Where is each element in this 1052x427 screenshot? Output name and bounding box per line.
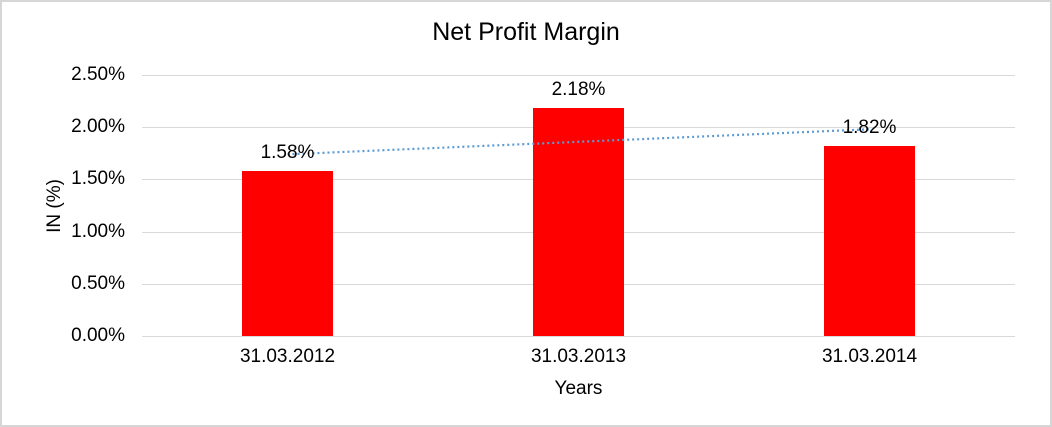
x-axis-ticks: 31.03.2012 31.03.2013 31.03.2014 bbox=[142, 346, 1015, 370]
bar-31.03.2014 bbox=[824, 146, 915, 336]
bar-31.03.2013 bbox=[533, 108, 624, 336]
y-axis-tick-label: 2.00% bbox=[71, 116, 125, 138]
x-axis-tick-label: 31.03.2012 bbox=[239, 346, 336, 367]
y-axis-tick-label: 1.00% bbox=[71, 220, 125, 242]
trendline bbox=[287, 128, 870, 156]
y-axis-tick-label: 1.50% bbox=[71, 168, 125, 190]
y-axis-tick-label: 2.50% bbox=[71, 64, 125, 85]
gridline bbox=[142, 336, 1015, 337]
y-axis-tick-label: 0.00% bbox=[71, 325, 125, 346]
bars-layer bbox=[142, 75, 1015, 336]
x-axis-tick-label: 31.03.2013 bbox=[530, 346, 627, 367]
chart-title: Net Profit Margin bbox=[432, 18, 620, 46]
bar-31.03.2012 bbox=[242, 171, 333, 336]
gridline bbox=[142, 75, 1015, 76]
x-axis-tick-label: 31.03.2014 bbox=[821, 346, 918, 367]
y-axis-ticks: 2.50% 2.00% 1.50% 1.00% 0.50% 0.00% bbox=[2, 2, 125, 425]
plot-area: 1.58% 2.18% 1.82% bbox=[142, 75, 1015, 337]
y-axis-tick-label: 0.50% bbox=[71, 272, 125, 294]
x-axis-title: Years bbox=[554, 378, 603, 399]
trendline-line bbox=[287, 128, 870, 156]
